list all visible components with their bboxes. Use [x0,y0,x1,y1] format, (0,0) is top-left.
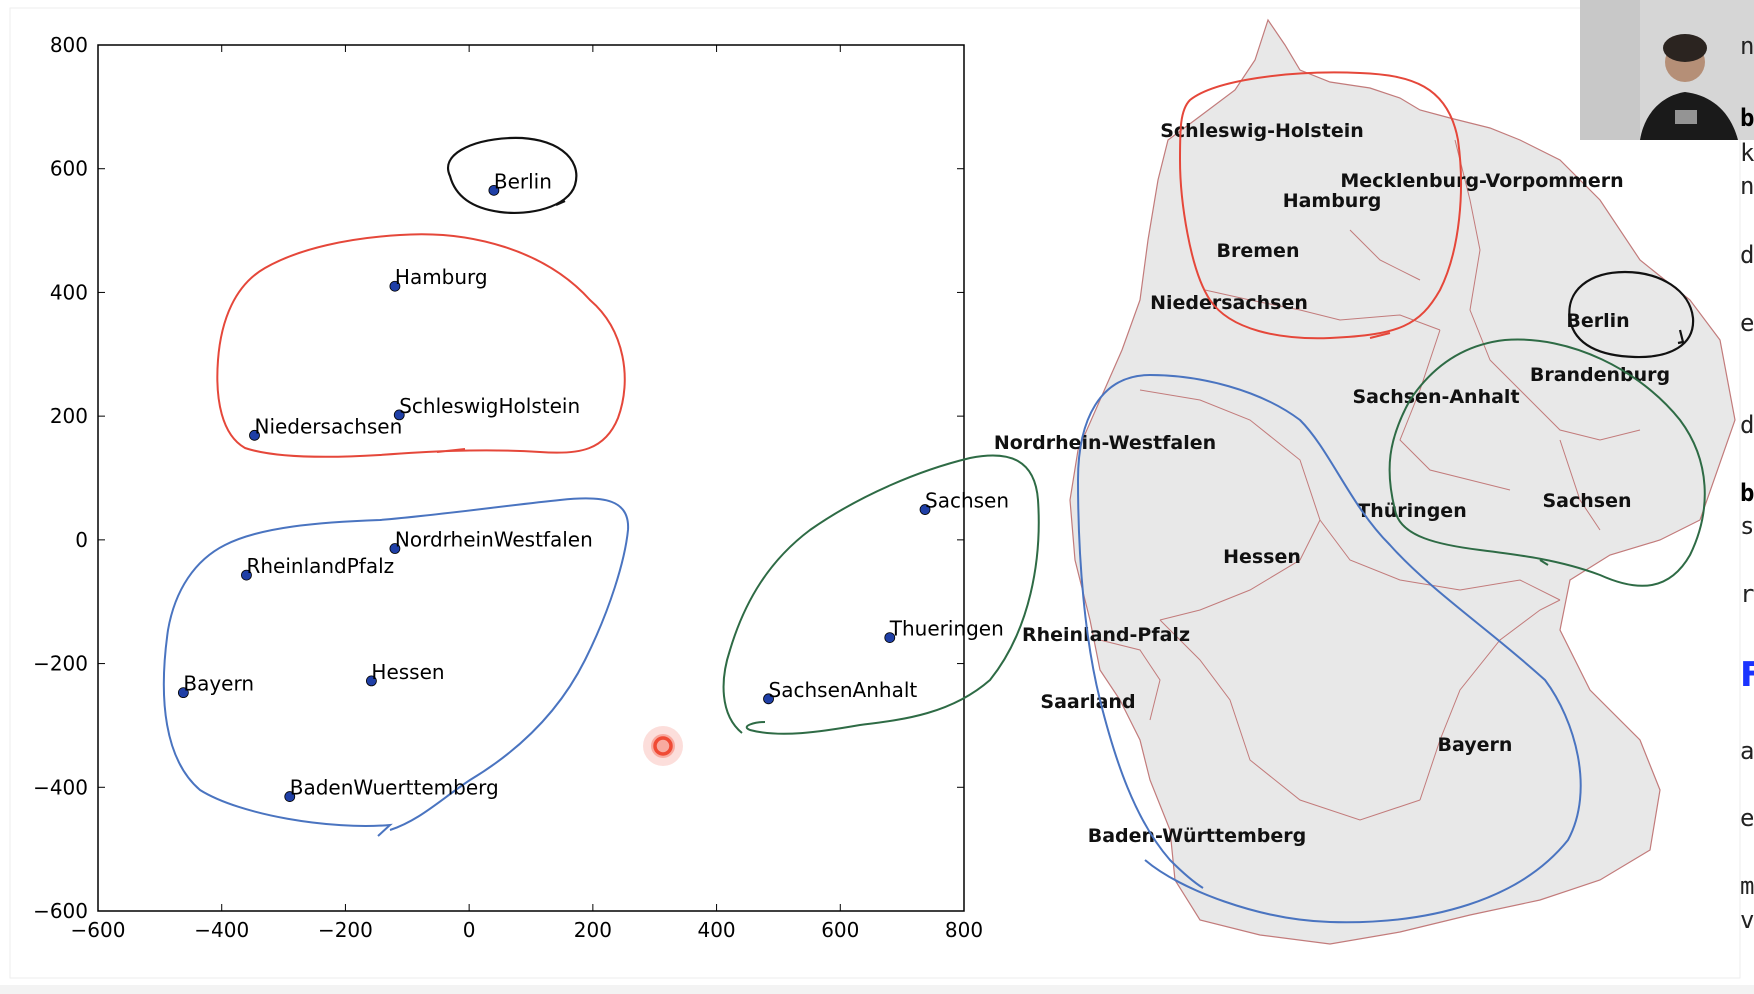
point-label-sachsenanhalt: SachsenAnhalt [769,678,918,702]
map-east-loop [1388,338,1706,587]
point-sachsen [919,504,931,515]
north-cluster-loop [216,233,626,458]
mds-scatter-chart: −600 −400 −200 0 200 400 600 800 −600 −400 −200 0 20… [33,33,1040,942]
map-label: Bremen [1217,240,1300,262]
map-label: Nordrhein-Westfalen [994,432,1216,454]
y-tick-label: 800 [50,33,88,57]
presenter-cursor [643,726,683,766]
side-text-4: d [1740,241,1754,269]
data-point-labels: Berlin Hamburg SchleswigHolsteinNiedersach… [183,169,1009,799]
map-label: Hamburg [1283,190,1382,212]
point-label-hamburg: Hamburg [395,265,488,289]
x-tick-label: −200 [318,918,373,942]
x-tick-label: 0 [463,918,476,942]
map-label: Hessen [1223,546,1301,568]
point-badenwuerttemberg [284,791,296,802]
side-text-9: r [1740,580,1754,608]
point-label-niedersachsen: Niedersachsen [254,414,402,438]
data-points [177,184,931,802]
side-text-14: v [1740,906,1754,934]
x-tick-label: 200 [574,918,612,942]
y-tick-label: −600 [33,899,88,923]
point-berlin [488,184,500,196]
axis-ticks [97,44,965,912]
x-tick-label: 400 [697,918,735,942]
side-text-8: s [1740,512,1754,540]
point-hamburg [389,280,401,292]
map-label: Bayern [1438,734,1513,756]
y-tick-label: 600 [50,157,88,181]
side-text-11: a [1740,737,1754,765]
y-tick-label: −200 [33,652,88,676]
point-label-bayern: Bayern [183,672,254,696]
side-text-7: b [1740,479,1754,507]
map-label: Baden-Württemberg [1088,825,1307,847]
presenter-video [1580,0,1754,140]
point-label-nordrheinwestfalen: NordrheinWestfalen [395,528,593,552]
point-label-rheinlandpfalz: RheinlandPfalz [246,554,394,578]
map-label: Mecklenburg-Vorpommern [1340,170,1623,192]
east-cluster-loop [722,454,1040,735]
side-text-10: F [1740,655,1754,695]
point-label-sachsen: Sachsen [925,489,1009,513]
germany-map: Schleswig-Holstein Hamburg Mecklenburg-V… [994,18,1736,945]
map-label: Schleswig-Holstein [1160,120,1364,142]
y-tick-label: 400 [50,280,88,304]
point-label-badenwuerttemberg: BadenWuerttemberg [290,776,499,800]
y-tick-label: 200 [50,404,88,428]
x-tick-label: 600 [821,918,859,942]
webcam-inset [1580,0,1754,140]
point-hessen [366,675,377,687]
y-tick-label: 0 [75,528,88,552]
germany-outline [1069,18,1736,945]
y-tick-label: −400 [33,775,88,799]
point-nordrheinwestfalen [389,543,401,554]
side-text-6: d [1740,411,1754,439]
point-thueringen [884,632,896,643]
map-label: Sachsen-Anhalt [1352,386,1519,408]
point-label-schleswigholstein: SchleswigHolstein [399,394,580,418]
side-text-3: n [1740,172,1754,200]
side-text-13: m [1740,872,1754,900]
point-label-berlin: Berlin [494,169,552,193]
map-north-loop [1178,71,1462,340]
side-text-0: n [1740,32,1754,60]
map-label: Rheinland-Pfalz [1022,624,1190,646]
map-label: Saarland [1040,691,1135,713]
map-label: Niedersachsen [1150,292,1308,314]
map-label: Brandenburg [1530,364,1670,386]
map-label: Thüringen [1357,500,1466,522]
west-cluster-loop [162,497,630,837]
bottom-bar [0,985,1754,994]
point-sachsenanhalt [763,693,774,705]
side-text-12: e [1740,804,1754,832]
x-tick-label: −400 [194,918,249,942]
side-text-2: k [1740,139,1754,167]
berlin-cluster-loop [447,136,578,214]
point-schleswigholstein [393,409,405,421]
plot-area [97,44,965,912]
side-text-1: b [1740,104,1754,132]
point-rheinlandpfalz [241,569,252,581]
point-bayern [177,687,189,699]
map-state-labels: Schleswig-Holstein Hamburg Mecklenburg-V… [994,120,1670,847]
point-label-thueringen: Thueringen [889,617,1004,641]
map-west-loop [1076,373,1582,924]
axis-tick-labels: −600 −400 −200 0 200 400 600 800 −600 −400 −200 0 20… [33,33,983,942]
map-label: Sachsen [1542,490,1631,512]
point-niedersachsen [249,429,260,441]
map-berlin-loop [1568,270,1695,359]
point-label-hessen: Hessen [371,660,444,684]
map-label: Berlin [1566,310,1629,332]
x-tick-label: 800 [945,918,983,942]
side-text-5: e [1740,309,1754,337]
x-tick-label: −600 [71,918,126,942]
